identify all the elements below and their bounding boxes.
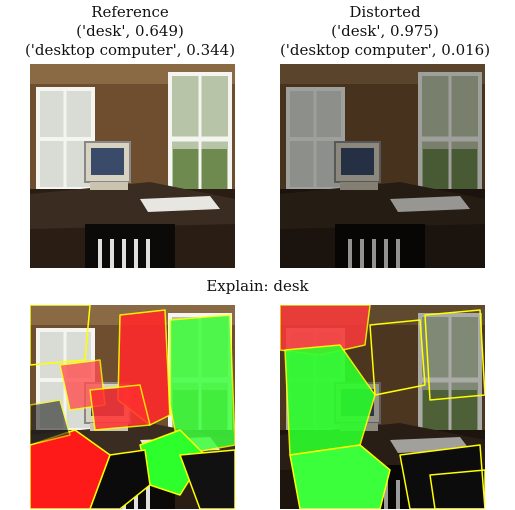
prediction: ('desktop computer', 0.344) xyxy=(24,41,236,59)
panel-caption: Distorted ('desk', 0.975) ('desktop comp… xyxy=(255,3,515,60)
prediction: ('desk', 0.975) xyxy=(331,22,439,40)
prediction: ('desk', 0.649) xyxy=(76,22,184,40)
reference-image xyxy=(30,64,235,268)
explanation-distorted xyxy=(280,305,485,509)
explanation-reference xyxy=(30,305,235,509)
prediction: ('desktop computer', 0.016) xyxy=(279,41,491,59)
explain-title: Explain: desk xyxy=(206,277,309,295)
panel-title: Reference xyxy=(91,3,169,21)
panel-caption: Reference ('desk', 0.649) ('desktop comp… xyxy=(0,3,260,60)
panel-title: Distorted xyxy=(349,3,421,21)
distorted-image xyxy=(280,64,485,268)
